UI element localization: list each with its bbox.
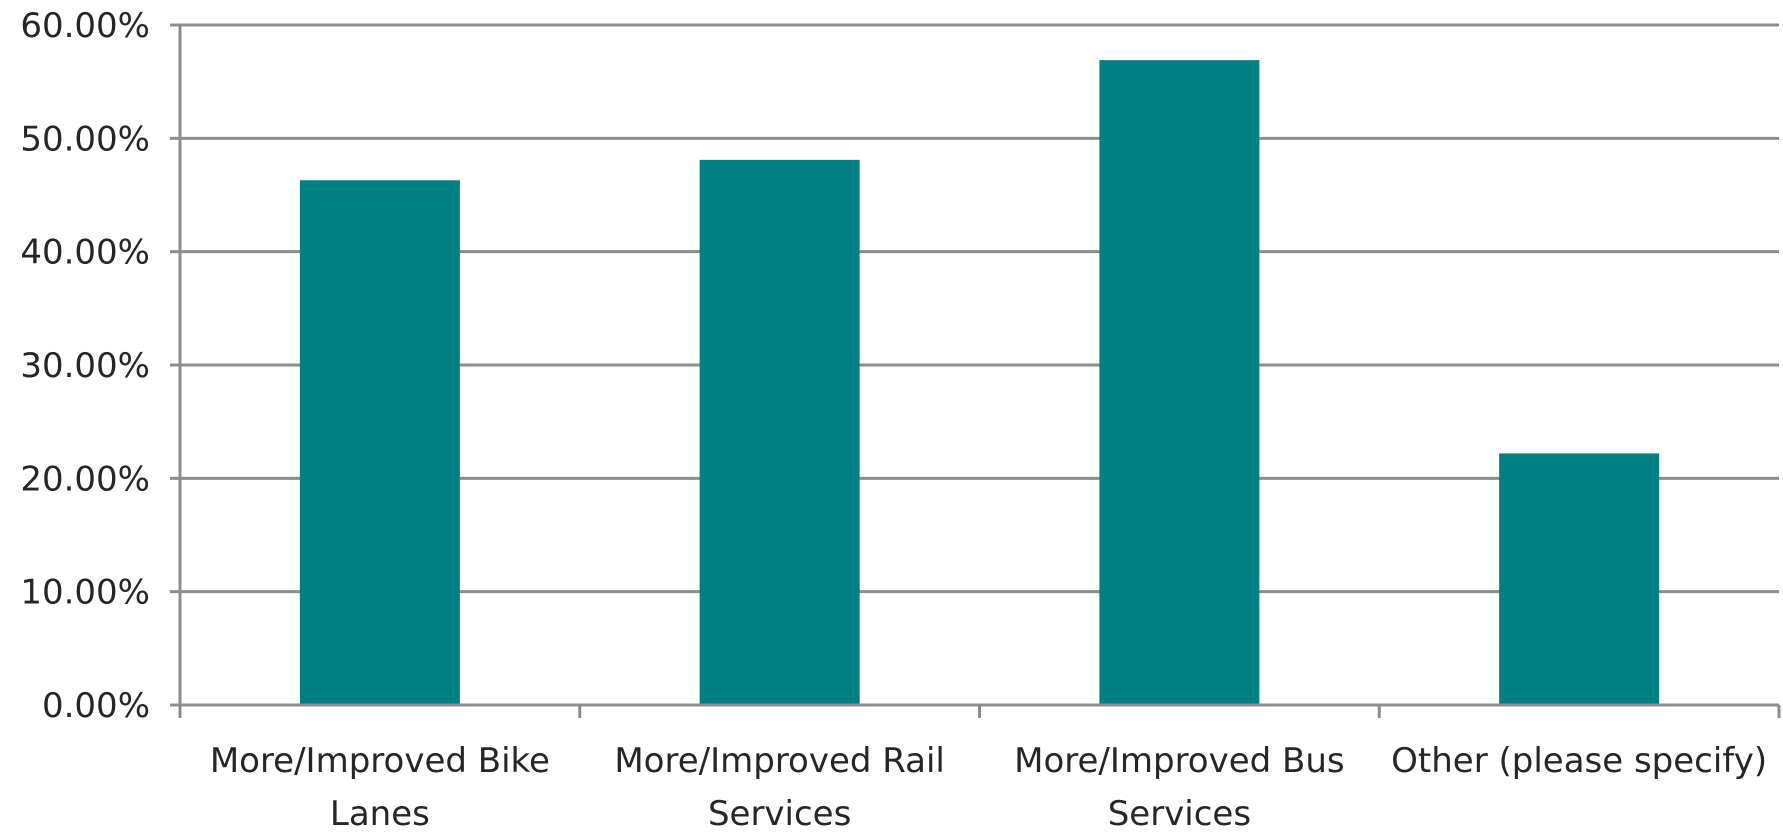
y-tick-label: 30.00%: [20, 346, 150, 386]
x-tick-label-line: More/Improved Bike: [210, 741, 550, 781]
y-tick-label: 50.00%: [20, 119, 150, 159]
bar: [299, 180, 460, 705]
x-tick-label-line: More/Improved Rail: [614, 741, 945, 781]
x-tick-labels: More/Improved Bike Lanes More/Improved Rai…: [210, 741, 1767, 832]
x-tick-label: More/Improved Rail Services: [614, 741, 945, 832]
y-tick-labels: 0.00% 10.00% 20.00% 30.00% 40.00% 50.00% 60.00…: [20, 6, 150, 726]
axes: [170, 23, 1781, 718]
x-tick-label: More/Improved Bike Lanes: [210, 741, 550, 832]
bar: [699, 159, 860, 705]
y-tick-label: 20.00%: [20, 459, 150, 499]
x-tick-label-line: Services: [708, 794, 851, 832]
y-tick-label: 0.00%: [42, 686, 150, 726]
x-tick-label-line: More/Improved Bus: [1014, 741, 1345, 781]
x-tick-label: Other (please specify): [1391, 741, 1767, 781]
bars: [299, 60, 1660, 705]
x-tick-label-line: Other (please specify): [1391, 741, 1767, 781]
bar: [1499, 453, 1660, 705]
bar: [1099, 60, 1260, 705]
x-tick-label: More/Improved Bus Services: [1014, 741, 1345, 832]
y-tick-label: 10.00%: [20, 573, 150, 613]
x-tick-label-line: Services: [1108, 794, 1251, 832]
y-tick-label: 60.00%: [20, 6, 150, 46]
y-tick-label: 40.00%: [20, 233, 150, 273]
x-tick-label-line: Lanes: [330, 794, 430, 832]
